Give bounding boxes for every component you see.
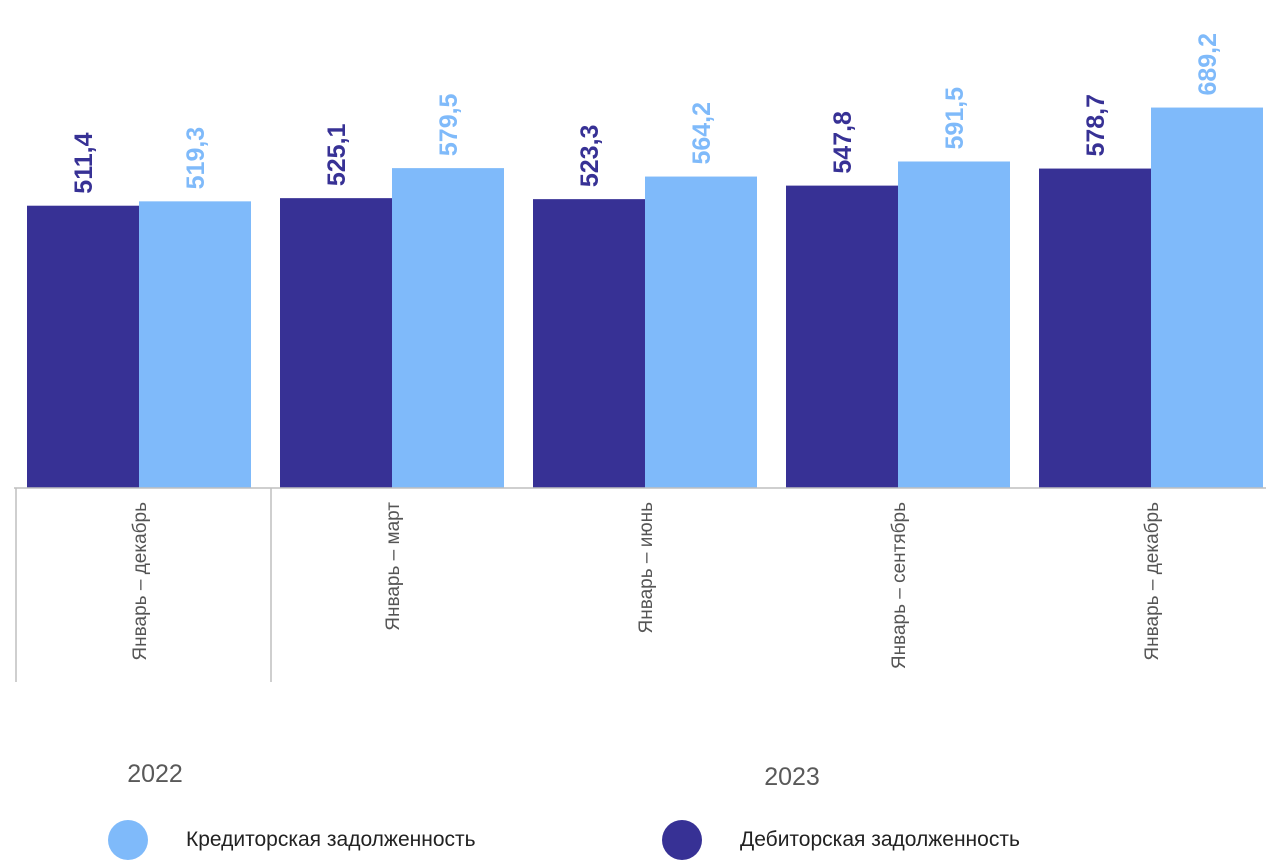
legend-label: Кредиторская задолженность — [186, 828, 476, 851]
legend-item-kreditorskaya: Кредиторская задолженность — [108, 820, 476, 860]
data-label: 523,3 — [576, 125, 604, 188]
bar-debit-2 — [533, 199, 645, 488]
bar-credit-0 — [139, 201, 251, 488]
bars-layer — [27, 107, 1263, 489]
data-label: 519,3 — [182, 127, 210, 190]
legend-swatch — [108, 820, 148, 860]
legend-swatch — [662, 820, 702, 860]
data-label: 579,5 — [435, 93, 463, 156]
bar-debit-4 — [1039, 168, 1151, 488]
value-labels-layer: 511,4 519,3 525,1 579,5 523,3 564,2 547,8 591,5… — [70, 33, 1222, 194]
data-label: 525,1 — [323, 123, 351, 186]
bar-debit-0 — [27, 205, 139, 488]
data-label: 578,7 — [1082, 94, 1110, 157]
bar-credit-4 — [1151, 107, 1263, 489]
year-label: 2023 — [764, 763, 820, 791]
category-label: Январь – сентябрь — [889, 502, 910, 669]
data-label: 591,5 — [941, 87, 969, 150]
category-label: Январь – декабрь — [130, 502, 151, 661]
category-label: Январь – декабрь — [1142, 502, 1163, 661]
data-label: 547,8 — [829, 111, 857, 174]
bar-debit-3 — [786, 185, 898, 489]
year-label: 2022 — [127, 760, 183, 788]
legend-label: Дебиторская задолженность — [740, 828, 1020, 851]
legend-item-debitorskaya: Дебиторская задолженность — [662, 820, 1020, 860]
category-label: Январь – июнь — [636, 502, 657, 634]
group-separators — [15, 488, 272, 682]
data-label: 511,4 — [70, 132, 98, 193]
bar-debit-1 — [280, 198, 392, 488]
bar-credit-2 — [645, 176, 757, 489]
year-labels-layer: 2022 2023 — [127, 760, 820, 791]
data-label: 689,2 — [1194, 33, 1222, 96]
category-labels-layer: Январь – декабрь Январь – март Январь – ию… — [130, 502, 1163, 669]
data-label: 564,2 — [688, 102, 716, 165]
category-label: Январь – март — [383, 502, 404, 631]
bar-credit-1 — [392, 168, 504, 488]
bar-credit-3 — [898, 161, 1010, 488]
